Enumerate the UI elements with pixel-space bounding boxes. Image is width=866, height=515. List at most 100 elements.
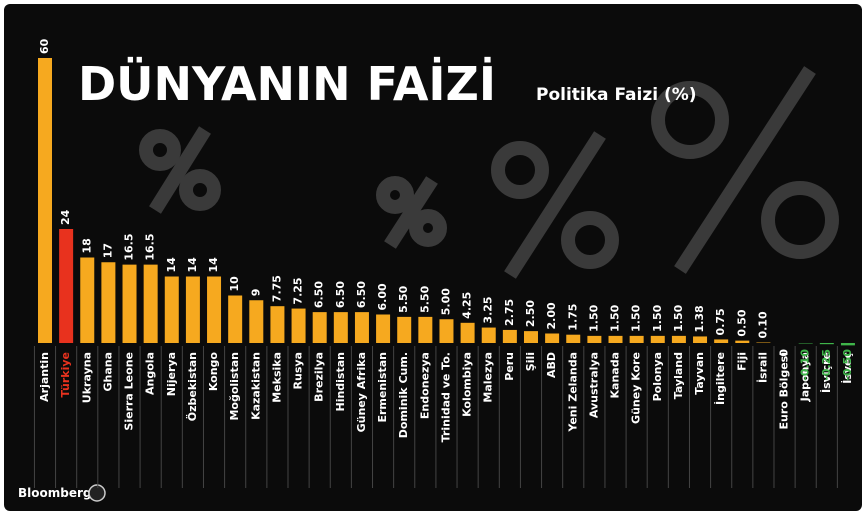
bar	[143, 264, 158, 343]
value-label: -0.50	[841, 349, 854, 381]
value-label: -0.10	[799, 349, 812, 381]
bar	[840, 343, 855, 346]
value-label: 2.50	[524, 300, 537, 327]
value-label: 1.75	[566, 304, 579, 331]
x-tick-label: ABD	[545, 352, 558, 378]
bar	[122, 264, 137, 343]
value-label: 1.50	[651, 304, 664, 331]
x-tick-label: Ukrayna	[80, 352, 93, 403]
x-tick-label: Yeni Zelanda	[566, 352, 579, 433]
bar	[101, 262, 116, 343]
bar	[650, 335, 665, 343]
value-label: 6.50	[355, 281, 368, 308]
value-label: 6.50	[334, 281, 347, 308]
value-label: 17	[101, 243, 114, 258]
x-tick-label: Brezilya	[313, 352, 326, 402]
value-label: 14	[207, 257, 220, 273]
value-label: 7.25	[292, 277, 305, 304]
chart-title: DÜNYANIN FAİZİ	[78, 57, 496, 111]
bar	[693, 336, 708, 343]
value-label: 6.50	[313, 281, 326, 308]
value-label: 0	[778, 349, 791, 357]
x-tick-label: Kanada	[609, 352, 622, 399]
bar	[59, 229, 74, 343]
x-tick-label: Şili	[524, 352, 537, 371]
bar	[333, 312, 348, 343]
value-label: 5.50	[418, 285, 431, 312]
bar	[418, 316, 433, 343]
bar	[819, 343, 834, 345]
value-label: 1.50	[630, 304, 643, 331]
x-tick-label: Sierra Leone	[123, 352, 136, 431]
x-tick-label: Euro Bölgesi	[778, 352, 791, 430]
x-tick-label: Trinidad ve To.	[439, 352, 452, 442]
value-label: -0.25	[820, 349, 833, 381]
value-label: 4.25	[461, 292, 474, 319]
marks: Arjantin 60 Türkiye 24 Ukrayna 18 Ghana 17 Sierr…	[33, 38, 855, 488]
bar	[629, 335, 644, 343]
x-tick-label: Tayland	[672, 352, 685, 399]
value-label: 7.75	[270, 275, 283, 302]
bar	[502, 329, 517, 343]
x-tick-label: Arjantin	[38, 352, 51, 402]
value-label: 14	[165, 257, 178, 273]
value-label: 60	[38, 38, 51, 54]
bar	[207, 276, 222, 343]
value-label: 5.00	[439, 288, 452, 315]
value-label: 3.25	[482, 296, 495, 323]
bar	[312, 312, 327, 343]
value-label: 18	[80, 238, 93, 253]
value-label: 2.00	[545, 302, 558, 329]
value-label: 1.38	[693, 305, 706, 332]
x-tick-label: İngiltere	[713, 352, 727, 405]
chart-subtitle: Politika Faizi (%)	[536, 85, 697, 105]
x-tick-label: Meksika	[270, 352, 283, 403]
x-tick-label: Kolombiya	[461, 352, 474, 417]
source: Bloomberg	[18, 486, 92, 500]
bar	[164, 276, 179, 343]
bar	[439, 319, 454, 343]
x-tick-label: İsveç	[840, 352, 854, 384]
x-tick-label: İsrail	[755, 352, 769, 383]
bar	[80, 257, 95, 343]
x-tick-label: Moğolistan	[228, 352, 241, 421]
bar	[38, 58, 52, 343]
bar	[228, 295, 243, 343]
x-tick-label: İsviçre	[819, 352, 833, 393]
value-label: 10	[228, 276, 241, 292]
x-tick-label: Japonya	[799, 352, 812, 402]
x-tick-label: Endonezya	[418, 352, 431, 419]
bar	[481, 327, 496, 343]
value-label: 2.75	[503, 299, 516, 326]
x-tick-label: Avustralya	[587, 352, 600, 418]
bar	[545, 333, 560, 343]
value-label: 0.10	[756, 311, 769, 338]
bar	[460, 322, 475, 343]
value-label: 1.50	[672, 304, 685, 331]
bar	[270, 306, 285, 343]
bar	[354, 312, 369, 343]
x-tick-label: Güney Afrika	[355, 352, 368, 432]
value-label: 9	[249, 289, 262, 297]
x-tick-label: Angola	[144, 352, 157, 395]
bar	[523, 331, 538, 343]
bar	[291, 308, 306, 343]
bar	[714, 339, 729, 343]
bar	[397, 316, 412, 343]
x-tick-label: Özbekistan	[185, 352, 199, 421]
value-label: 0.50	[735, 309, 748, 336]
x-tick-label: Malezya	[482, 352, 495, 403]
value-label: 16.5	[144, 233, 157, 260]
value-label: 1.50	[609, 304, 622, 331]
value-label: 16.5	[123, 233, 136, 260]
x-tick-label: Polonya	[651, 352, 664, 401]
x-tick-label: Ghana	[101, 352, 114, 392]
x-tick-label: Tayvan	[693, 352, 706, 395]
bar	[587, 335, 602, 343]
bar	[249, 300, 264, 343]
x-tick-label: Kongo	[207, 352, 220, 392]
value-label: 6.00	[376, 283, 389, 310]
bar	[566, 334, 581, 343]
x-tick-label: Ermenistan	[376, 352, 389, 423]
